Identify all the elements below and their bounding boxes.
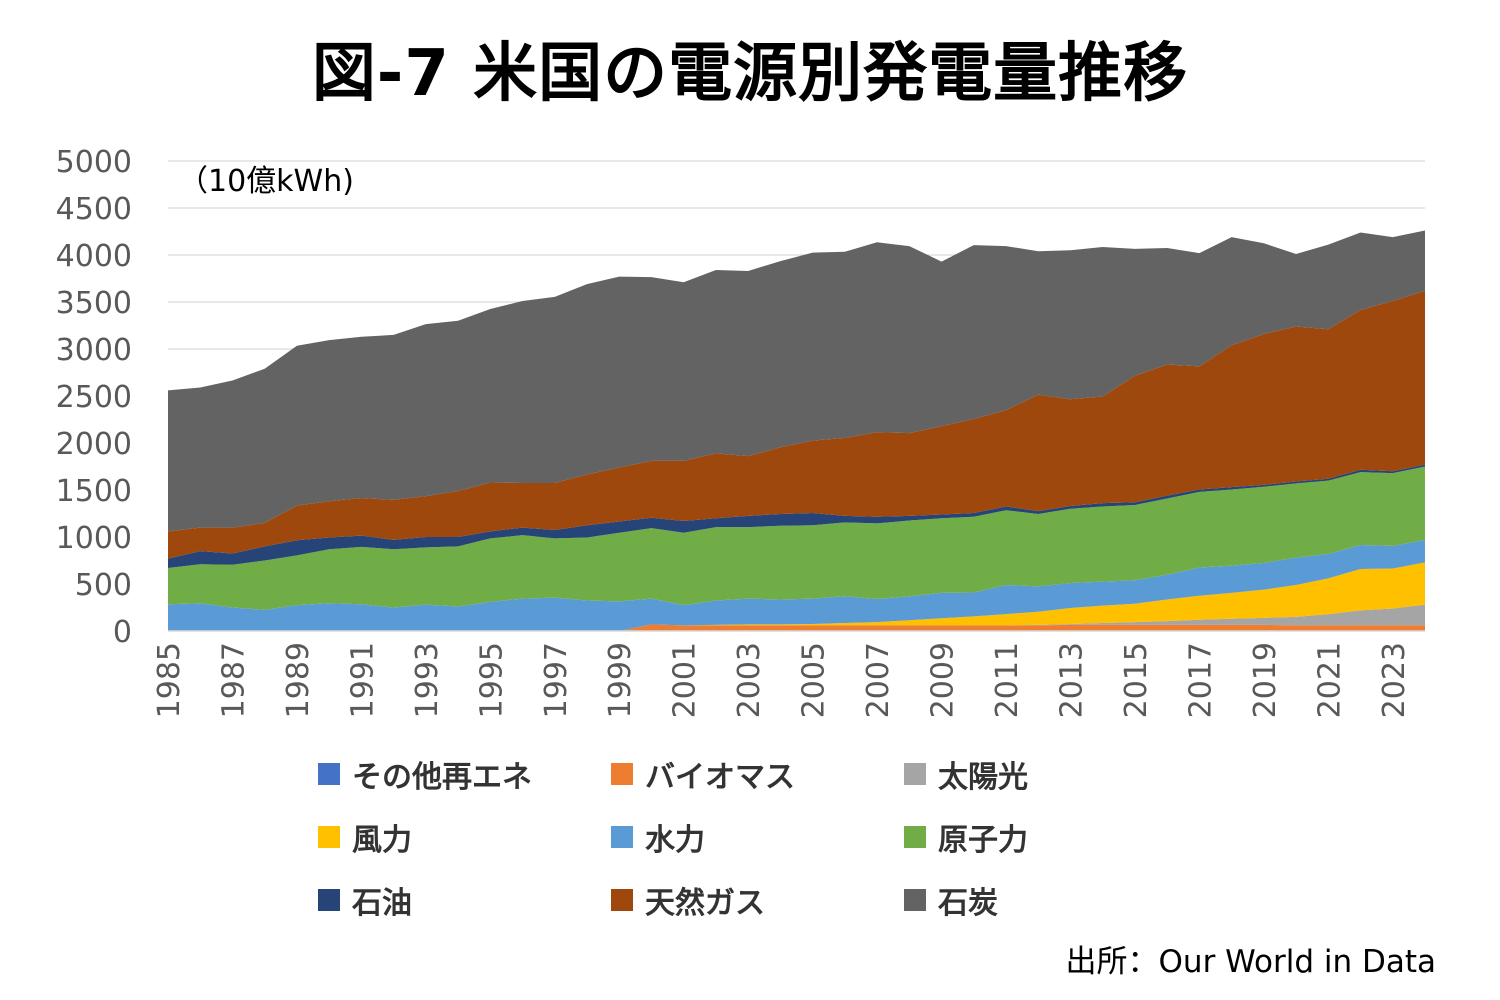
x-tick-label: 2019 <box>1248 642 1283 718</box>
x-tick-label: 2013 <box>1054 642 1089 718</box>
legend-item: 原子力 <box>904 815 1028 859</box>
x-tick-label: 1999 <box>603 642 638 718</box>
legend-swatch <box>611 826 633 848</box>
area-7 <box>168 290 1425 559</box>
legend-swatch <box>318 763 340 785</box>
area-8 <box>168 230 1425 532</box>
x-tick-label: 2005 <box>797 642 832 718</box>
legend-item: 風力 <box>318 815 412 859</box>
legend-item: 太陽光 <box>904 752 1028 796</box>
legend-item: 天然ガス <box>611 878 765 922</box>
area-6 <box>168 464 1425 569</box>
x-tick-label: 1991 <box>345 642 380 718</box>
legend-item: その他再エネ <box>318 752 532 796</box>
area-5 <box>168 466 1425 610</box>
x-tick-label: 2017 <box>1183 642 1218 718</box>
legend-label: 石油 <box>352 886 412 921</box>
y-tick-label: 1000 <box>56 521 132 556</box>
y-tick-label: 4000 <box>56 239 132 274</box>
y-tick-label: 500 <box>75 568 132 603</box>
area-1 <box>168 624 1425 631</box>
x-tick-label: 2021 <box>1312 642 1347 718</box>
x-tick-label: 2007 <box>861 642 896 718</box>
legend-label: 風力 <box>352 823 412 858</box>
x-tick-label: 2011 <box>990 642 1025 718</box>
y-axis-unit-label: （10億kWh) <box>178 164 354 199</box>
legend-item: 石炭 <box>904 878 998 922</box>
y-tick-label: 4500 <box>56 192 132 227</box>
x-tick-label: 1995 <box>474 642 509 718</box>
y-tick-label: 3500 <box>56 286 132 321</box>
legend-item: バイオマス <box>611 752 795 796</box>
legend-item: 水力 <box>611 815 705 859</box>
source-note: 出所：Our World in Data <box>1065 944 1436 980</box>
legend-label: 天然ガス <box>645 886 765 921</box>
x-tick-label: 1993 <box>410 642 445 718</box>
area-series <box>168 230 1425 631</box>
area-2 <box>168 604 1425 631</box>
x-tick-label: 1989 <box>281 642 316 718</box>
legend-swatch <box>318 889 340 911</box>
chart-title: 図-7 米国の電源別発電量推移 <box>311 37 1189 111</box>
y-tick-label: 5000 <box>56 145 132 180</box>
area-3 <box>168 562 1425 631</box>
legend-label: 太陽光 <box>938 760 1028 795</box>
y-tick-label: 3000 <box>56 333 132 368</box>
y-tick-label: 1500 <box>56 474 132 509</box>
legend-swatch <box>904 763 926 785</box>
legend-swatch <box>611 889 633 911</box>
x-tick-label: 2015 <box>1119 642 1154 718</box>
y-tick-label: 0 <box>113 615 132 650</box>
legend-swatch <box>318 826 340 848</box>
axes: 0 500 1000 1500 2000 2500 3000 3500 4000 4500 5000… <box>56 145 1425 718</box>
legend-label: その他再エネ <box>352 760 532 795</box>
x-tick-label: 2023 <box>1377 642 1412 718</box>
legend-label: 石炭 <box>938 886 998 921</box>
x-tick-label: 1985 <box>152 642 187 718</box>
legend-swatch <box>904 889 926 911</box>
y-tick-label: 2000 <box>56 427 132 462</box>
x-tick-label: 1987 <box>216 642 251 718</box>
x-tick-label: 2009 <box>926 642 961 718</box>
legend-item: 石油 <box>318 878 412 922</box>
legend-swatch <box>904 826 926 848</box>
area-4 <box>168 539 1425 631</box>
y-tick-label: 2500 <box>56 380 132 415</box>
legend-label: バイオマス <box>645 760 795 795</box>
legend-label: 原子力 <box>938 823 1028 858</box>
legend-swatch <box>611 763 633 785</box>
x-tick-label: 1997 <box>539 642 574 718</box>
legend-label: 水力 <box>645 823 705 858</box>
x-tick-label: 2001 <box>668 642 703 718</box>
x-tick-label: 2003 <box>732 642 767 718</box>
